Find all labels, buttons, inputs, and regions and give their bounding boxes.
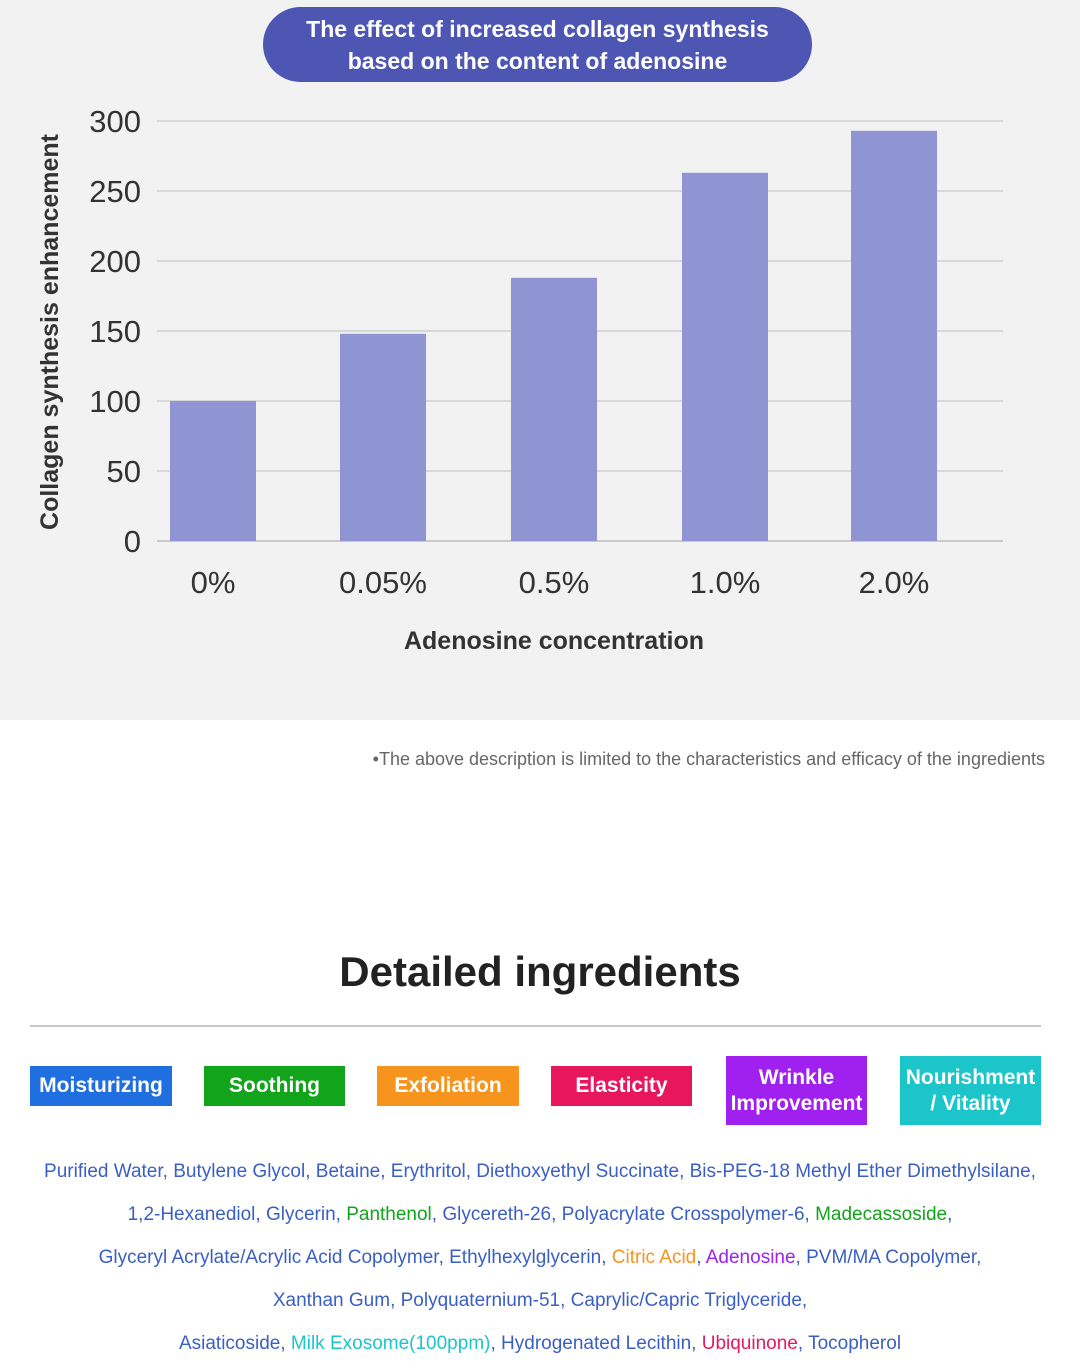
ingredient-segment: , [947,1204,953,1225]
ingredient-segment: Milk Exosome(100ppm) [290,1333,491,1354]
y-tick-label: 50 [107,454,141,489]
ingredient-segment: , PVM/MA Copolymer, [795,1247,982,1268]
chart-title: The effect of increased collagen synthes… [263,7,812,82]
ingredient-line: Glyceryl Acrylate/Acrylic Acid Copolymer… [20,1236,1060,1279]
ingredient-line: 1,2-Hexanediol, Glycerin, Panthenol, Gly… [20,1193,1060,1236]
ingredient-segment: , Hydrogenated Lecithin, [490,1333,702,1354]
chart-section: The effect of increased collagen synthes… [0,0,1080,720]
x-tick-label: 0.05% [339,565,427,600]
bar-5 [851,130,937,542]
chart-title-line-2: based on the content of adenosine [347,47,728,74]
badge-label-line-2: Improvement [730,1091,863,1115]
badge-label-line-2: / Vitality [930,1091,1011,1115]
badge-elasticity: Elasticity [551,1066,692,1106]
ingredient-line: Asiaticoside, Milk Exosome(100ppm), Hydr… [20,1322,1060,1365]
x-tick-label: 0% [191,565,236,600]
x-axis-label: Adenosine concentration [404,627,704,655]
y-tick-label: 0 [124,524,141,559]
ingredient-list: Purified Water, Butylene Glycol, Betaine… [20,1150,1060,1365]
badge-label-line-1: Nourishment [905,1065,1036,1089]
ingredient-line: Xanthan Gum, Polyquaternium-51, Caprylic… [20,1279,1060,1322]
section-divider [30,1025,1041,1027]
y-axis-label: Collagen synthesis enhancement [36,133,64,530]
ingredients-title: Detailed ingredients [339,948,741,995]
x-tick-label: 1.0% [690,565,761,600]
disclaimer-note: •The above description is limited to the… [372,749,1045,769]
ingredient-segment: Ubiquinone [701,1333,798,1354]
badge-soothing: Soothing [204,1066,345,1106]
chart-title-line-1: The effect of increased collagen synthes… [306,15,769,42]
ingredient-line: Purified Water, Butylene Glycol, Betaine… [20,1150,1060,1193]
x-tick-label: 2.0% [859,565,930,600]
ingredient-segment: Madecassoside [815,1204,948,1225]
ingredient-segment: , Tocopherol [797,1333,902,1354]
badge-label: Soothing [229,1074,320,1097]
y-tick-label: 200 [89,244,141,279]
ingredient-segment: , Glycereth-26, Polyacrylate Crosspolyme… [431,1204,816,1225]
badge-label: Elasticity [575,1074,668,1097]
y-tick-label: 300 [89,104,141,139]
ingredient-segment: Glyceryl Acrylate/Acrylic Acid Copolymer… [98,1247,612,1268]
ingredient-segment: Asiaticoside, [178,1333,291,1354]
bar-chart: 0 50 100 150 200 250 300 0% 0.05% 0.5% 1.0% 2.0% Co… [36,104,1003,655]
ingredient-segment: Panthenol [346,1204,432,1225]
ingredient-segment: , [696,1247,706,1268]
ingredient-segment: Purified Water, Butylene Glycol, Betaine… [44,1161,1036,1182]
ingredient-segment: 1,2-Hexanediol, Glycerin, [127,1204,347,1225]
badge-label: Moisturizing [39,1074,163,1097]
y-tick-label: 150 [89,314,141,349]
badge-label: Exfoliation [394,1074,502,1097]
badge-label-line-1: Wrinkle [758,1065,835,1089]
ingredient-segment: Citric Acid [611,1247,697,1268]
ingredient-segment: Xanthan Gum, Polyquaternium-51, Caprylic… [272,1290,808,1311]
bar-3 [511,277,597,541]
ingredient-segment: Adenosine [705,1247,796,1268]
bar-2 [340,333,426,541]
y-tick-label: 100 [89,384,141,419]
badge-exfoliation: Exfoliation [377,1066,519,1106]
badge-nourishment-vitality: Nourishment / Vitality [900,1056,1041,1125]
x-tick-label: 0.5% [519,565,590,600]
bar-1 [170,401,256,541]
bar-4 [682,172,768,542]
badge-wrinkle-improvement: Wrinkle Improvement [726,1056,867,1125]
badge-moisturizing: Moisturizing [30,1066,172,1106]
y-tick-label: 250 [89,174,141,209]
